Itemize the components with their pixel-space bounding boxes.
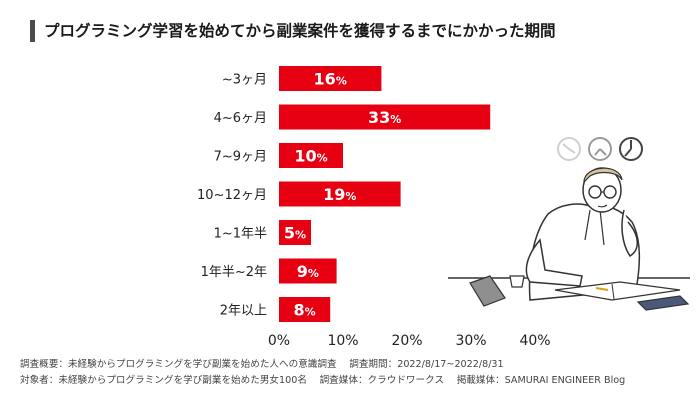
bar-value-label: 19% <box>323 185 356 204</box>
bars-group: 16% 33% 10% 19% 5% 9% 8% <box>279 66 491 322</box>
clock-icon <box>588 137 612 161</box>
bar <box>279 181 401 207</box>
bar-value-label: 8% <box>294 301 316 320</box>
category-label: 7~9ヶ月 <box>214 150 267 165</box>
chart-title: プログラミング学習を始めてから副業案件を獲得するまでにかかった期間 <box>44 22 556 40</box>
category-label: 1年半~2年 <box>201 265 267 280</box>
x-tick-label: 20% <box>391 333 422 349</box>
category-label: 10~12ヶ月 <box>197 188 267 203</box>
x-tick-label: 40% <box>519 333 550 349</box>
survey-period: 調査期間：2022/8/17~2022/8/31 <box>349 359 504 370</box>
bar <box>279 297 331 322</box>
survey-target: 対象者：未経験からプログラミングを学び副業を始めた男女100名 <box>20 375 307 386</box>
category-label: 1~1年半 <box>214 227 267 242</box>
category-label: ~3ヶ月 <box>222 73 267 88</box>
chart-footer: 調査概要：未経験からプログラミングを学び副業を始めた人への意識調査 調査期間：2… <box>20 357 685 389</box>
x-tick-label: 30% <box>455 333 486 349</box>
x-tick-label: 10% <box>327 333 358 349</box>
bar-value-label: 33% <box>368 108 401 127</box>
survey-summary: 調査概要：未経験からプログラミングを学び副業を始めた人への意識調査 <box>20 359 337 370</box>
bar <box>279 66 382 91</box>
bar <box>279 143 343 168</box>
bar-value-label: 9% <box>297 262 319 281</box>
person-studying-illustration <box>448 137 690 311</box>
category-label: 2年以上 <box>220 304 267 319</box>
bar-value-label: 5% <box>284 224 306 243</box>
x-axis-tick-labels: 0% 10% 20% 30% 40% <box>268 333 551 349</box>
x-tick-label: 0% <box>268 333 290 349</box>
y-axis-labels: ~3ヶ月 4~6ヶ月 7~9ヶ月 10~12ヶ月 1~1年半 1年半~2年 2年以上 <box>197 73 267 319</box>
publication-medium: 掲載媒体：SAMURAI ENGINEER Blog <box>456 375 626 386</box>
bar-value-label: 16% <box>314 70 347 89</box>
bar-value-label: 10% <box>294 147 327 166</box>
title-accent-bar <box>30 20 35 42</box>
bar <box>279 104 491 130</box>
bar <box>279 220 311 245</box>
bar <box>279 258 337 284</box>
survey-medium: 調査媒体：クラウドワークス <box>319 375 445 386</box>
category-label: 4~6ヶ月 <box>214 111 267 126</box>
clock-icon <box>619 137 643 161</box>
clock-icon <box>557 137 581 161</box>
